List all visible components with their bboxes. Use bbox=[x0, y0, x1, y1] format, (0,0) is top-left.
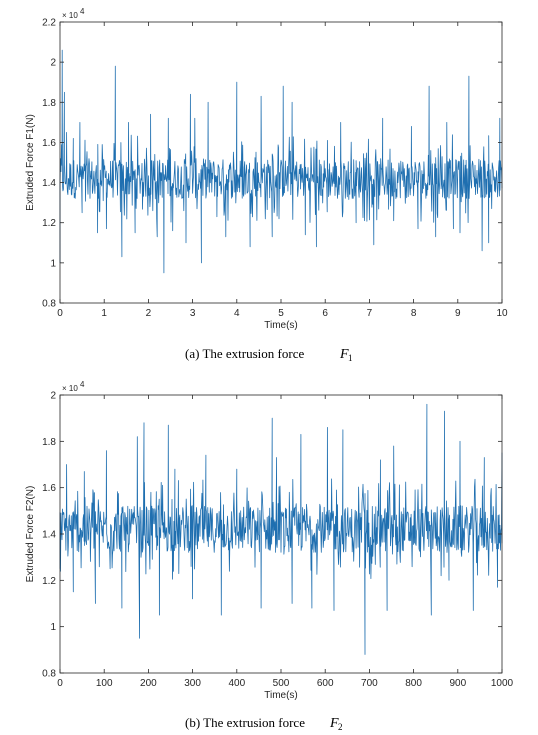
y-tick-label: 1.4 bbox=[42, 530, 56, 541]
chart-panel-2: 0 100 200 300 400 500 600 700 800 900 1000 0.8 1 1.2 1… bbox=[25, 380, 514, 732]
y-tick-label: 2 bbox=[50, 58, 56, 69]
x-tick-label: 2 bbox=[146, 308, 152, 319]
x-tick-label: 10 bbox=[496, 308, 508, 319]
x-tick-label: 6 bbox=[322, 308, 328, 319]
caption-subscript: 1 bbox=[348, 353, 353, 363]
y-tick-label: 0.8 bbox=[42, 299, 56, 310]
y-tick-label: 1.4 bbox=[42, 178, 56, 189]
series-line bbox=[59, 403, 503, 655]
caption-subscript: 2 bbox=[338, 722, 343, 732]
x-tick-label: 100 bbox=[96, 678, 113, 689]
x-axis-label: Time(s) bbox=[264, 320, 298, 331]
y-tick-label: 1.6 bbox=[42, 138, 56, 149]
x-tick-label: 1 bbox=[101, 308, 107, 319]
y-tick-label: 1.8 bbox=[42, 98, 56, 109]
x-tick-label: 900 bbox=[449, 678, 466, 689]
y-tick-label: 2 bbox=[50, 391, 56, 402]
x-tick-label: 300 bbox=[184, 678, 201, 689]
caption-symbol: F bbox=[329, 716, 339, 731]
x-tick-label: 9 bbox=[455, 308, 461, 319]
x-axis-label: Time(s) bbox=[264, 690, 298, 701]
chart-panel-1: 0 1 2 3 4 5 6 7 8 9 100.811.21.41.61.822.2× 10 4Tim… bbox=[25, 7, 508, 363]
x-tick-label: 8 bbox=[411, 308, 417, 319]
y-tick-label: 2.2 bbox=[42, 18, 56, 29]
caption-symbol: F bbox=[339, 347, 349, 362]
x-tick-label: 700 bbox=[361, 678, 378, 689]
y-axis-label: Extruded Force F1(N) bbox=[25, 114, 36, 211]
x-tick-label: 1000 bbox=[491, 678, 514, 689]
y-tick-label: 1 bbox=[50, 622, 56, 633]
y-multiplier: × 10 bbox=[62, 11, 78, 20]
x-tick-label: 800 bbox=[405, 678, 422, 689]
y-tick-label: 1.6 bbox=[42, 483, 56, 494]
y-tick-label: 1 bbox=[50, 258, 56, 269]
x-tick-label: 0 bbox=[57, 308, 63, 319]
figure-caption: (a) The extrusion force bbox=[185, 346, 304, 361]
y-multiplier-exponent: 4 bbox=[80, 380, 85, 389]
x-tick-label: 7 bbox=[367, 308, 373, 319]
figure-caption: (b) The extrusion force bbox=[185, 715, 305, 730]
x-tick-label: 200 bbox=[140, 678, 157, 689]
y-tick-label: 0.8 bbox=[42, 669, 56, 680]
x-tick-label: 5 bbox=[278, 308, 284, 319]
x-tick-label: 600 bbox=[317, 678, 334, 689]
series-line bbox=[59, 49, 503, 274]
x-tick-label: 0 bbox=[57, 678, 63, 689]
y-axis-label: Extruded Force F2(N) bbox=[25, 486, 36, 583]
y-tick-label: 1.2 bbox=[42, 576, 56, 587]
y-multiplier-exponent: 4 bbox=[80, 7, 85, 16]
x-tick-label: 400 bbox=[228, 678, 245, 689]
x-tick-label: 3 bbox=[190, 308, 196, 319]
y-multiplier: × 10 bbox=[62, 384, 78, 393]
x-tick-label: 500 bbox=[273, 678, 290, 689]
x-tick-label: 4 bbox=[234, 308, 240, 319]
y-tick-label: 1.8 bbox=[42, 437, 56, 448]
y-tick-label: 1.2 bbox=[42, 218, 56, 229]
